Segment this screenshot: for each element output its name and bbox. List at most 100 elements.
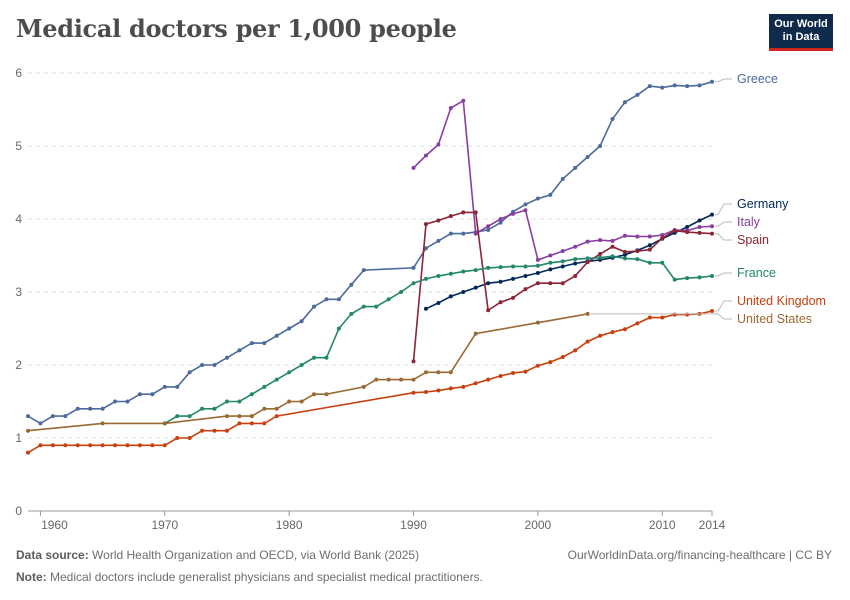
data-point xyxy=(535,257,540,262)
data-point xyxy=(461,231,466,236)
data-point xyxy=(162,443,167,448)
data-point xyxy=(113,399,118,404)
data-point xyxy=(125,399,130,404)
data-point xyxy=(324,297,329,302)
series-line xyxy=(412,211,713,362)
y-tick-label: 4 xyxy=(15,212,22,226)
data-point xyxy=(573,273,578,278)
data-point xyxy=(672,83,677,88)
data-point xyxy=(647,234,652,239)
data-point xyxy=(237,414,242,419)
data-point xyxy=(237,399,242,404)
data-point xyxy=(224,355,229,360)
data-point xyxy=(635,321,640,326)
data-point xyxy=(200,406,205,411)
data-point xyxy=(175,436,180,440)
data-point xyxy=(361,268,366,273)
data-point xyxy=(523,273,528,278)
data-point xyxy=(423,370,428,375)
data-point xyxy=(448,294,453,299)
owid-logo[interactable]: Our World in Data xyxy=(769,14,833,51)
data-point xyxy=(175,384,180,389)
data-point xyxy=(262,384,267,389)
data-point xyxy=(473,331,478,336)
data-point xyxy=(100,421,105,426)
data-point xyxy=(560,264,565,269)
data-point xyxy=(287,326,292,331)
data-point xyxy=(610,116,615,121)
data-point xyxy=(63,414,68,419)
data-point xyxy=(610,254,615,259)
data-point xyxy=(274,414,279,419)
data-point xyxy=(473,285,478,290)
data-point xyxy=(448,106,453,111)
data-source: Data source: World Health Organization a… xyxy=(16,548,419,562)
data-point xyxy=(511,211,516,216)
data-point xyxy=(610,238,615,243)
y-tick-label: 0 xyxy=(15,504,22,518)
series-line xyxy=(27,313,588,432)
chart-title: Medical doctors per 1,000 people xyxy=(16,14,457,43)
data-point xyxy=(448,386,453,391)
data-point xyxy=(523,208,528,213)
data-point xyxy=(548,360,553,365)
data-point xyxy=(274,377,279,382)
data-point xyxy=(200,363,205,367)
series-line xyxy=(164,255,713,425)
source-label: Data source: xyxy=(16,548,89,562)
data-point xyxy=(548,260,553,265)
x-tick-label: 1980 xyxy=(276,518,303,532)
data-point xyxy=(312,392,317,397)
data-point xyxy=(26,428,30,433)
data-point xyxy=(535,263,540,268)
data-point xyxy=(710,79,714,84)
data-point xyxy=(374,304,379,309)
data-point xyxy=(511,295,516,300)
data-point xyxy=(548,281,553,286)
y-tick-label: 6 xyxy=(15,66,22,80)
data-point xyxy=(411,359,416,364)
data-point xyxy=(486,265,491,270)
data-point xyxy=(647,84,652,89)
data-point xyxy=(573,261,578,266)
data-point xyxy=(697,218,702,223)
data-point xyxy=(436,273,441,278)
data-point xyxy=(312,355,317,360)
y-tick-label: 5 xyxy=(15,139,22,153)
data-point xyxy=(598,333,603,338)
data-point xyxy=(374,377,379,382)
data-point xyxy=(560,354,565,359)
data-point xyxy=(461,98,466,103)
data-point xyxy=(224,399,229,404)
data-point xyxy=(685,84,690,89)
data-point xyxy=(411,165,416,170)
data-point xyxy=(660,235,665,240)
data-point xyxy=(175,414,180,419)
data-point xyxy=(461,384,466,389)
label-connector xyxy=(715,78,732,83)
data-point xyxy=(622,100,627,105)
data-point xyxy=(461,290,466,294)
data-point xyxy=(548,253,553,258)
series-label: Germany xyxy=(737,197,789,211)
data-point xyxy=(262,421,267,426)
data-point xyxy=(448,370,453,375)
x-tick-label: 2014 xyxy=(699,518,726,532)
data-point xyxy=(50,414,55,419)
data-point xyxy=(187,436,192,440)
data-point xyxy=(672,312,677,317)
source-url-link[interactable]: OurWorldinData.org/financing-healthcare … xyxy=(567,548,832,562)
data-point xyxy=(647,315,652,320)
label-connector xyxy=(715,272,732,277)
data-point xyxy=(212,406,217,411)
data-point xyxy=(622,233,627,238)
data-point xyxy=(224,428,229,433)
data-point xyxy=(710,224,714,229)
data-point xyxy=(63,443,68,448)
series-label: Spain xyxy=(737,233,769,247)
data-point xyxy=(635,92,640,97)
data-point xyxy=(660,233,665,238)
data-point xyxy=(237,348,242,353)
data-point xyxy=(573,165,578,170)
data-point xyxy=(610,244,615,249)
